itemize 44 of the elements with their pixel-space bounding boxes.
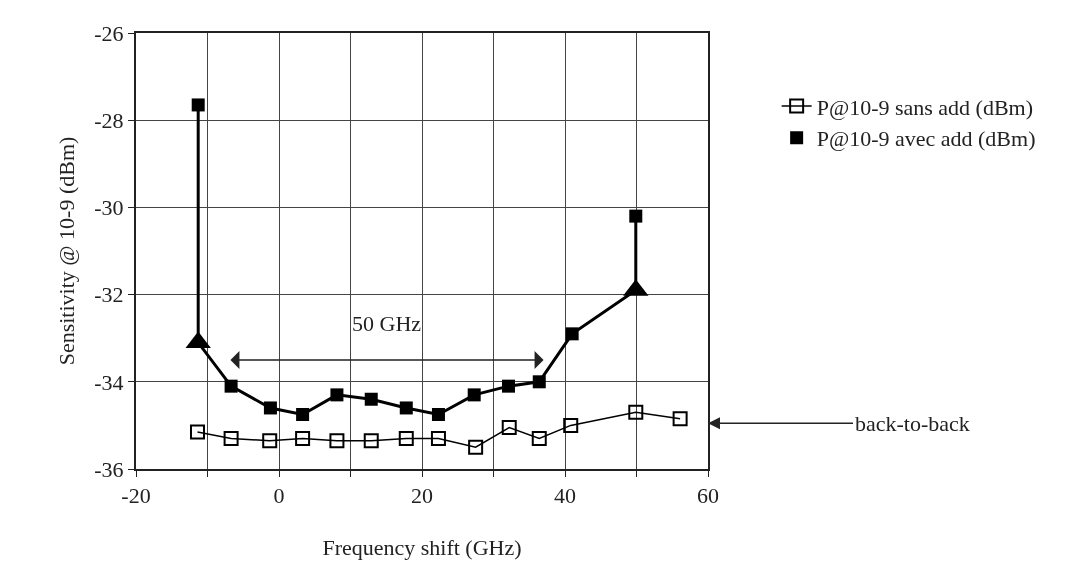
point [398, 430, 414, 446]
y-tick-label: -28 [94, 107, 124, 133]
point [399, 401, 413, 415]
x-tick-label: 60 [697, 483, 719, 509]
point [672, 411, 688, 427]
text: back-to-back [855, 411, 970, 436]
x-axis-title: Frequency shift (GHz) [322, 534, 522, 560]
point [296, 408, 310, 421]
point [431, 408, 445, 421]
legend-label: P@10-9 sans add (dBm) [816, 94, 1034, 120]
point [628, 404, 644, 420]
point [224, 379, 238, 393]
point [191, 98, 205, 112]
x-tick-label: 20 [411, 483, 433, 509]
y-axis-title: Sensitivity @ 10-9 (dBm) [53, 136, 79, 366]
y-tick-label: -26 [94, 20, 124, 46]
point [263, 401, 277, 415]
point [502, 379, 516, 393]
point [189, 424, 205, 440]
x-tick-label: 40 [554, 483, 576, 509]
annotation: 50 GHz [352, 311, 422, 336]
point [563, 417, 579, 433]
point [467, 388, 481, 402]
point [295, 430, 311, 446]
point [629, 209, 643, 223]
y-tick-label: -34 [94, 369, 124, 395]
y-tick-label: -36 [94, 456, 124, 482]
y-tick-label: -32 [94, 282, 124, 308]
point [329, 433, 345, 449]
point [501, 420, 517, 436]
point [531, 430, 547, 446]
point [565, 327, 579, 341]
point [430, 430, 446, 446]
y-tick-label: -30 [94, 195, 124, 221]
x-tick-label: -20 [121, 483, 151, 509]
x-tick-label: 0 [273, 483, 285, 509]
legend-label: P@10-9 avec add (dBm) [816, 126, 1036, 152]
point [468, 439, 484, 455]
point [262, 433, 278, 449]
point [532, 375, 546, 389]
point [223, 430, 239, 446]
point [330, 388, 344, 402]
point [363, 433, 379, 449]
point [364, 392, 378, 406]
